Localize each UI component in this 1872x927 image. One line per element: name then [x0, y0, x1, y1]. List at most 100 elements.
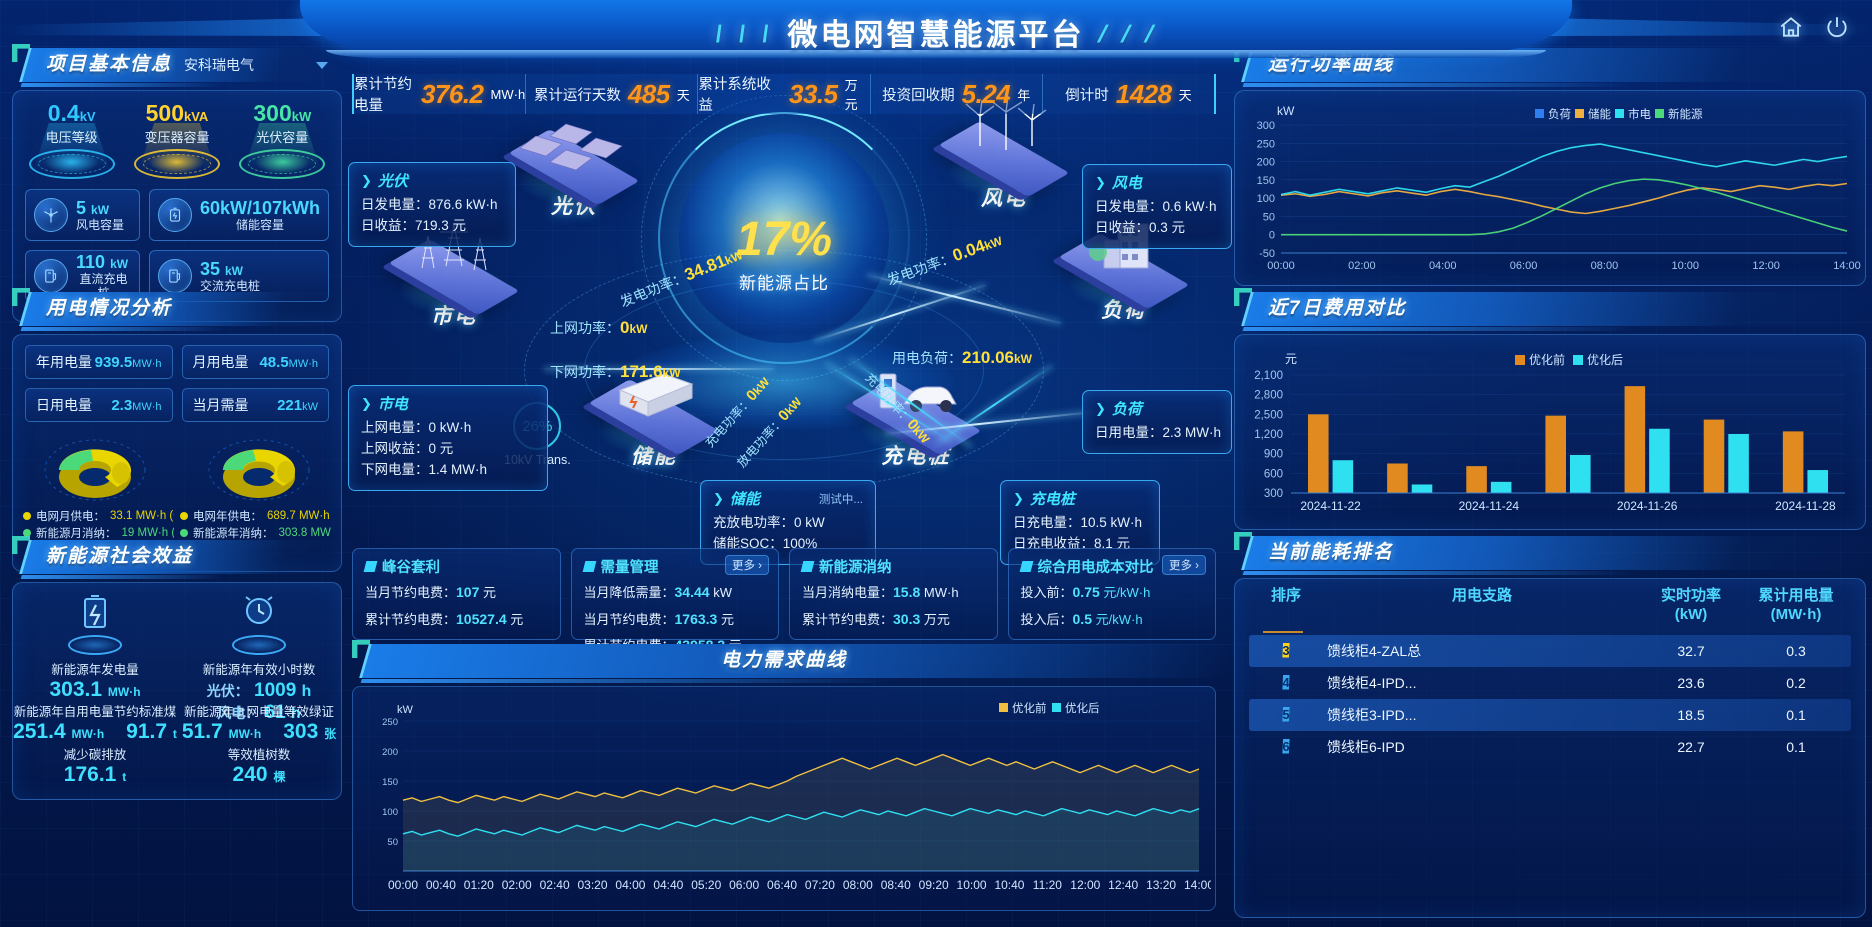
wind-turbine-icon [34, 198, 68, 233]
benefit-unit: MW·h [107, 685, 141, 699]
infobox-row: 日充电量：10.5 kW·h [1013, 515, 1143, 530]
flow-unit: kW [1014, 352, 1032, 366]
more-button[interactable]: 更多 › [724, 555, 769, 575]
marker-icon [1019, 561, 1033, 572]
gauge-unit: kW [291, 109, 312, 124]
svg-text:2,800: 2,800 [1254, 390, 1283, 402]
cumulative-energy: 0.2 [1786, 674, 1806, 691]
card-row-unit: 万元 [923, 611, 950, 627]
node-pv[interactable]: 光伏 [508, 123, 640, 220]
card-row-label: 投入后： [1020, 611, 1073, 627]
pv-platform-icon [508, 123, 640, 206]
svg-text:00:40: 00:40 [426, 878, 456, 892]
power-curve-svg: -50 0 50 100 150 200 250 300kW 00:00 02:00 04:00 06… [1257, 104, 1861, 272]
capacity-label: 储能容量 [235, 217, 284, 232]
svg-text:09:20: 09:20 [919, 878, 949, 892]
gauge-transformer-capacity: 500kVA 变压器容量 [127, 100, 227, 180]
card-row-value: 10527.4 [456, 610, 507, 627]
node-storage[interactable]: 储能 [588, 373, 720, 470]
infobox-row: 上网收益：0 元 [361, 440, 454, 456]
metric-value: 485 [627, 78, 670, 109]
capacity-gauges: 0.4kV 电压等级 500kVA 变压器容量 300kW 光伏容量 [13, 91, 341, 183]
card-new-energy-consumption: 新能源消纳 当月消纳电量：15.8 MW·h 累计节约电费：30.3 万元 [789, 548, 998, 640]
realtime-power: 23.6 [1677, 674, 1705, 691]
table-row[interactable]: 4 馈线柜4-IPD... 23.6 0.2 [1249, 667, 1851, 699]
table-row[interactable]: 3 馈线柜4-ZAL总 32.7 0.3 [1249, 634, 1851, 667]
card-title: 需量管理 [600, 560, 659, 576]
node-grid[interactable]: 市电 [388, 223, 520, 330]
benefit-item-effective-hours: 新能源年有效小时数 光伏： 1009 h 风电： 61 h [177, 593, 341, 724]
node-load[interactable]: 负荷 [1058, 223, 1190, 324]
cost-compare-body[interactable]: 300 600 900 1,200 2,500 2,800 2,100 元 2024-11-22… [1234, 334, 1866, 530]
card-demand-management: 需量管理 更多 › 当月降低需量：34.44 kW 当月节约电费：1763.3 … [570, 548, 779, 653]
benefit-pv-value: 1009 [254, 680, 297, 701]
infobox-title: 负荷 [1111, 401, 1142, 418]
gauge-value: 0.4 [47, 100, 80, 126]
title-text: 微电网智慧能源平台 [787, 19, 1085, 52]
clock-icon [228, 593, 290, 655]
card-title: 峰谷套利 [382, 560, 440, 576]
arrow-icon: ❯ [1095, 400, 1106, 416]
legend-new-monthly: 新能源月消纳： 19 MW·h (36%) [23, 525, 174, 541]
svg-text:储能: 储能 [1588, 107, 1611, 121]
benefit-pv-label: 光伏： [206, 683, 249, 699]
svg-text:100: 100 [1257, 193, 1275, 205]
svg-text:2024-11-22: 2024-11-22 [1300, 499, 1361, 513]
card-title: 新能源消纳 [819, 560, 892, 576]
benefit-label-trees: 等效植树数 [227, 748, 291, 762]
svg-text:03:20: 03:20 [578, 878, 608, 892]
title-slash-left: \ \ \ [710, 21, 779, 48]
panel-demand-curve: 电力需求曲线 50 100 150 200 250 kW 00:00 00:40 01:20 02… [352, 640, 1233, 919]
ranking-col-power: 实时功率 (kW) [1660, 587, 1721, 623]
flow-line-grid [544, 368, 774, 370]
usage-title: 用电情况分析 [12, 288, 359, 328]
node-wind[interactable]: 风电 [938, 95, 1070, 212]
power-icon[interactable] [1824, 14, 1850, 45]
energy-flow-scene: 17% 新能源占比 光伏 [344, 95, 1232, 565]
rank-badge: 3 [1282, 642, 1290, 658]
project-selector[interactable]: 安科瑞电气 [176, 51, 336, 79]
card-row-label: 当月降低需量： [583, 585, 675, 600]
cumulative-energy: 0.1 [1786, 706, 1806, 723]
svg-text:负荷: 负荷 [1548, 107, 1571, 121]
realtime-power: 22.7 [1677, 738, 1705, 755]
metric-running-days: 累计运行天数 485 天 [526, 74, 699, 114]
svg-text:2024-11-24: 2024-11-24 [1459, 499, 1520, 513]
benefit-value-trees: 240 [232, 763, 268, 786]
svg-text:10:40: 10:40 [994, 878, 1024, 892]
demand-chart[interactable]: 50 100 150 200 250 kW 00:00 00:40 01:20 02:00 02:4… [352, 686, 1216, 911]
svg-text:2024-11-26: 2024-11-26 [1617, 499, 1678, 513]
gauge-value: 300 [253, 100, 292, 126]
benefit-title: 新能源社会效益 [12, 536, 359, 576]
svg-text:300: 300 [1257, 120, 1275, 132]
capacity-storage: 60kW/107kWh 储能容量 [148, 189, 329, 242]
panel-energy-ranking: 当前能耗排名 排序 用电支路 实时功率 (kW) 累计用电量 (MW·h) 3 馈线柜… [1234, 532, 1872, 918]
card-row-unit: 元/kW·h [1103, 585, 1151, 600]
legend-new-yearly: 新能源年消纳： 303.8 MW·h (31%) [180, 525, 331, 541]
svg-text:优化后: 优化后 [1065, 701, 1100, 715]
app-header: \ \ \ 微电网智慧能源平台 / / / [0, 0, 1872, 58]
svg-text:150: 150 [382, 777, 398, 788]
benefit-value-2: 91.7 [126, 720, 168, 743]
card-row-value: 34.44 [674, 584, 710, 600]
cost-compare-title: 近7日费用对比 [1234, 288, 1872, 328]
svg-text:50: 50 [1263, 211, 1275, 223]
capacity-value: 5 [76, 198, 87, 219]
svg-text:08:00: 08:00 [1591, 260, 1619, 272]
more-button[interactable]: 更多 › [1161, 555, 1206, 575]
svg-text:-50: -50 [1259, 248, 1275, 260]
grid-tower-icon [388, 223, 520, 316]
title-slash-right: / / / [1094, 21, 1162, 48]
flow-label-grid-export: 上网功率：0kW [550, 318, 647, 338]
legend-grid-yearly: 电网年供电： 689.7 MW·h (69%) [180, 508, 331, 524]
capacity-label: 交流充电桩 [199, 278, 260, 293]
benefit-value-2: 303 [283, 720, 319, 743]
power-curve-body[interactable]: -50 0 50 100 150 200 250 300 kW 00:00 02:00 04:00 06… [1234, 90, 1866, 286]
kpi-label: 月用电量 [192, 354, 249, 370]
card-row-value: 0.5 [1072, 610, 1092, 627]
chevron-down-icon [316, 61, 328, 69]
home-icon[interactable] [1778, 14, 1804, 45]
table-row[interactable]: 5 馈线柜3-IPD... 18.5 0.1 [1249, 698, 1851, 731]
battery-bolt-icon [64, 593, 126, 655]
table-row[interactable]: 6 馈线柜6-IPD 22.7 0.1 [1249, 731, 1851, 763]
